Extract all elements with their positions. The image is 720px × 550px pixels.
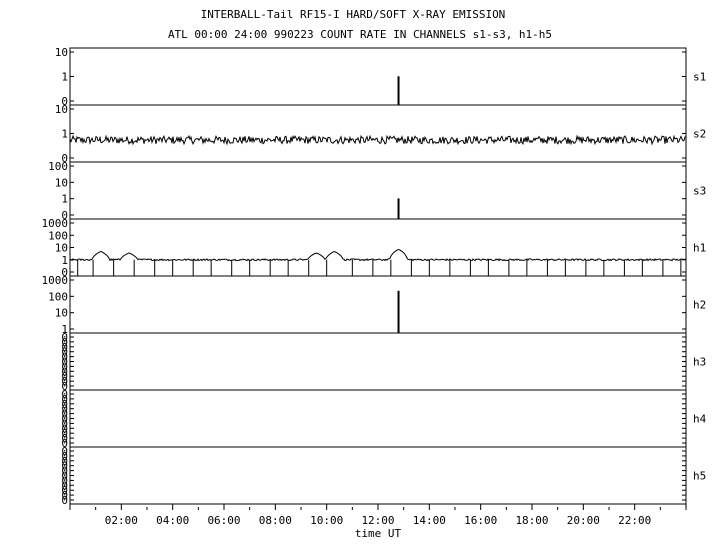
y-tick-label: 0 (61, 346, 68, 359)
y-tick-label: 0 (61, 403, 68, 416)
y-tick-label: 0 (61, 375, 68, 388)
y-tick-label: 10 (55, 242, 68, 255)
y-tick-label: 0 (61, 432, 68, 445)
y-tick-label: 0 (61, 489, 68, 502)
x-axis-label: time UT (355, 527, 402, 540)
y-tick-label: 1 (61, 323, 68, 336)
y-tick-label: 100 (48, 160, 68, 173)
panel-label-h4: h4 (693, 413, 707, 426)
y-tick-label: 0 (61, 95, 68, 108)
y-tick-label: 0 (61, 209, 68, 222)
y-tick-label: 0 (61, 266, 68, 279)
y-tick-label: 0 (61, 427, 68, 440)
panel-frame (69, 47, 687, 106)
series-line-s2 (69, 134, 686, 146)
y-tick-label: 1 (61, 71, 68, 84)
y-tick-label: 0 (61, 388, 68, 401)
x-tick-label: 08:00 (259, 514, 292, 527)
y-tick-label: 0 (61, 445, 68, 458)
y-tick-label: 0 (61, 356, 68, 369)
y-tick-label: 1 (61, 254, 68, 267)
panel-label-s1: s1 (693, 71, 706, 84)
y-tick-label: 1000 (42, 274, 69, 287)
y-tick-label: 0 (61, 152, 68, 165)
panel-label-s2: s2 (693, 128, 706, 141)
y-tick-label: 1000 (42, 217, 69, 230)
y-tick-label: 0 (61, 455, 68, 468)
y-tick-label: 0 (61, 380, 68, 393)
chart-subtitle: ATL 00:00 24:00 990223 COUNT RATE IN CHA… (168, 28, 552, 41)
panel-label-h1: h1 (693, 242, 706, 255)
y-tick-label: 0 (61, 336, 68, 349)
y-tick-label: 100 (48, 290, 68, 303)
y-tick-label: 0 (61, 365, 68, 378)
x-tick-label: 22:00 (618, 514, 651, 527)
x-tick-label: 02:00 (105, 514, 138, 527)
panel-frame (69, 218, 687, 277)
y-tick-label: 0 (61, 398, 68, 411)
y-tick-label: 0 (61, 370, 68, 383)
y-tick-label: 0 (61, 474, 68, 487)
x-tick-label: 04:00 (156, 514, 189, 527)
x-tick-label: 18:00 (515, 514, 548, 527)
y-tick-label: 0 (61, 360, 68, 373)
panel-frame (69, 446, 687, 505)
y-tick-label: 1 (61, 193, 68, 206)
y-tick-label: 10 (55, 176, 68, 189)
panel-h2: h2 1000 100 10 1 (42, 274, 707, 336)
x-tick-label: 16:00 (464, 514, 497, 527)
y-tick-label: 0 (61, 413, 68, 426)
x-tick-label: 20:00 (567, 514, 600, 527)
y-tick-label: 0 (61, 484, 68, 497)
x-tick-label: 06:00 (207, 514, 240, 527)
panel-frame (69, 104, 687, 163)
y-tick-label: 0 (61, 450, 68, 463)
y-tick-label: 0 (61, 341, 68, 354)
x-tick-label: 12:00 (361, 514, 394, 527)
panel-label-h5: h5 (693, 470, 706, 483)
series-line-h1 (69, 249, 687, 262)
y-tick-label: 0 (61, 460, 68, 473)
y-tick-label: 0 (61, 393, 68, 406)
panel-label-h3: h3 (693, 356, 706, 369)
y-tick-label: 0 (61, 422, 68, 435)
y-tick-label: 10 (55, 103, 68, 116)
y-tick-label: 0 (61, 494, 68, 507)
panel-frame (69, 275, 687, 334)
y-tick-label: 0 (61, 437, 68, 450)
chart-title: INTERBALL-Tail RF15-I HARD/SOFT X-RAY EM… (201, 8, 506, 21)
y-tick-label: 10 (55, 46, 68, 59)
y-tick-label: 100 (48, 229, 68, 242)
y-tick-label: 0 (61, 331, 68, 344)
y-tick-label: 0 (61, 408, 68, 421)
panel-label-h2: h2 (693, 299, 706, 312)
y-tick-label: 0 (61, 351, 68, 364)
panel-frame (69, 332, 687, 391)
panel-label-s3: s3 (693, 185, 706, 198)
x-tick-label: 10:00 (310, 514, 343, 527)
x-tick-label: 14:00 (413, 514, 446, 527)
y-tick-label: 0 (61, 417, 68, 430)
y-tick-label: 0 (61, 479, 68, 492)
y-tick-label: 1 (61, 128, 68, 141)
y-tick-label: 0 (61, 470, 68, 483)
panel-frame (69, 161, 687, 220)
panel-frame (69, 389, 687, 448)
y-tick-label: 10 (55, 307, 68, 320)
y-tick-label: 0 (61, 465, 68, 478)
